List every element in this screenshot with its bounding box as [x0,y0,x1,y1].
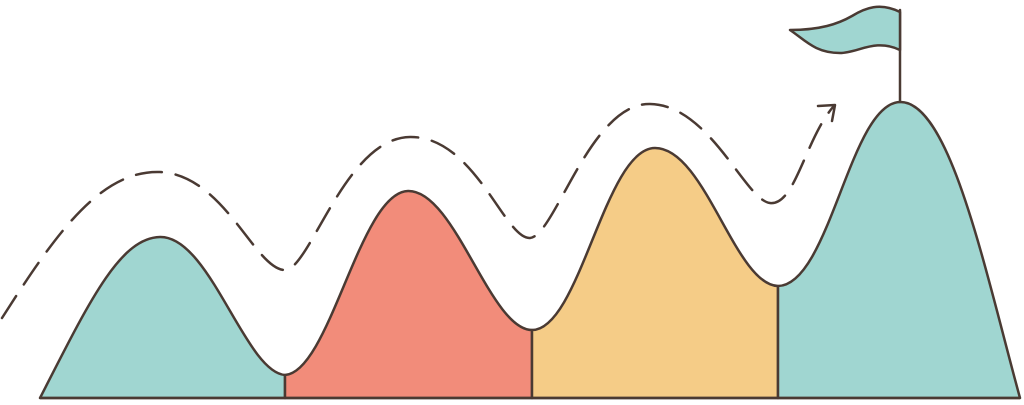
dashed-trail-path [0,102,835,320]
mountain-third-peak [530,146,780,400]
flag-icon [788,5,902,55]
mountain-first-peak [38,235,287,400]
arrow-head-icon [816,103,837,123]
mountain-second-peak [283,189,534,400]
mountain-summit-peak [776,100,1022,400]
